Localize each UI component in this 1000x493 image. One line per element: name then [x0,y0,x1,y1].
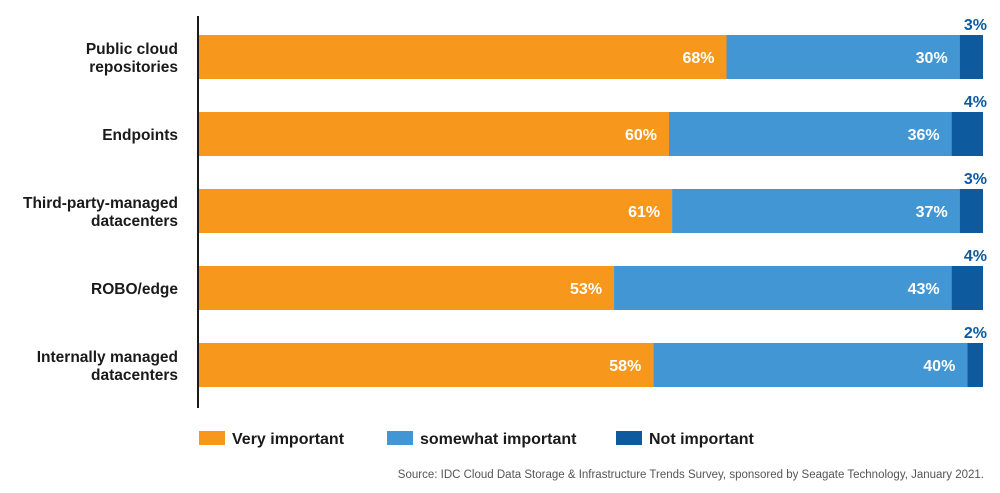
data-label: 68% [682,50,714,67]
data-label: 40% [923,358,955,375]
bar-segment [951,266,983,310]
bar-segment [726,35,960,79]
bar-segment [951,112,983,156]
data-label: 60% [625,127,657,144]
data-label: 30% [916,50,948,67]
bar-segment [967,343,983,387]
data-label: 58% [609,358,641,375]
bars-layer: 68% 30% 3% 60% 36% 4% 61% 37% 3% 53% 43% 4% 58% 40% 2% [198,17,987,387]
legend-swatch [199,431,225,445]
data-label: 2% [964,325,987,342]
data-label: 4% [964,248,987,265]
legend-label: Not important [649,431,755,448]
bar-segment [198,189,673,233]
bar-segment [198,266,615,310]
legend-label: Very important [232,431,345,448]
category-label: datacenters [91,367,178,384]
legend-swatch [616,431,642,445]
legend-label: somewhat important [420,431,577,448]
data-label: 3% [964,171,987,188]
data-label: 53% [570,281,602,298]
data-label: 3% [964,17,987,34]
data-label: 4% [964,94,987,111]
category-label: datacenters [91,213,178,230]
bar-segment [198,35,727,79]
legend: Very important somewhat important Not impo… [199,431,755,448]
category-label: Third-party-managed [23,195,178,212]
legend-swatch [387,431,413,445]
category-label: repositories [89,59,178,76]
bar-segment [198,112,669,156]
category-label: Public cloud [86,41,178,58]
data-label: 37% [916,204,948,221]
bar-segment [198,343,654,387]
data-label: 61% [628,204,660,221]
category-label: ROBO/edge [91,281,178,298]
data-label: 36% [908,127,940,144]
bar-segment [959,189,983,233]
bar-segment [959,35,983,79]
category-label: Endpoints [102,127,178,144]
bar-segment [614,266,952,310]
data-label: 43% [908,281,940,298]
bar-segment [653,343,968,387]
source-note: Source: IDC Cloud Data Storage & Infrast… [398,469,984,481]
category-label: Internally managed [37,349,178,366]
bar-segment [672,189,960,233]
bar-segment [669,112,952,156]
